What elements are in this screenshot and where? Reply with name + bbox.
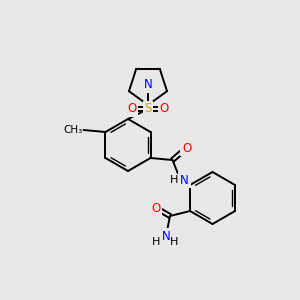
Text: O: O [128,103,136,116]
Text: N: N [144,79,152,92]
Text: H: H [152,237,160,247]
Text: N: N [180,173,189,187]
Text: H: H [170,175,179,185]
Text: O: O [182,142,191,154]
Text: O: O [152,202,160,214]
Text: N: N [162,230,170,242]
Text: H: H [170,237,178,247]
Text: CH₃: CH₃ [63,125,82,135]
Text: O: O [159,103,169,116]
Text: S: S [144,103,152,116]
